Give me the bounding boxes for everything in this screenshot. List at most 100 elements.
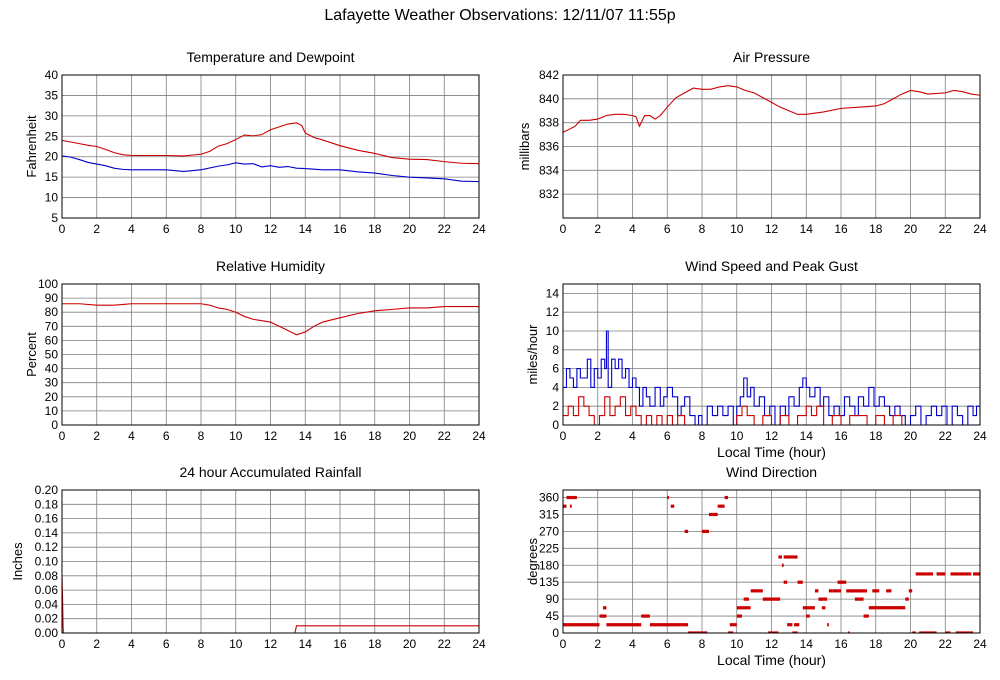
x-tick-label: 12 [264,637,278,651]
x-tick-label: 10 [730,637,744,651]
x-tick-label: 0 [59,429,66,443]
y-tick-label: 0.10 [35,555,59,569]
y-tick-label: 135 [539,575,559,589]
y-tick-label: 30 [45,376,59,390]
y-tick-label: 0 [51,418,58,432]
x-tick-label: 12 [765,222,779,236]
plot-frame [562,489,981,634]
x-tick-label: 16 [333,222,347,236]
y-tick-label: 836 [539,140,559,154]
y-axis-label: Fahrenheit [24,115,39,178]
x-tick-label: 18 [869,429,883,443]
x-tick-label: 20 [403,429,417,443]
x-tick-label: 14 [800,637,814,651]
plot-frame [61,283,480,426]
series-group [563,495,980,633]
y-tick-label: 0 [552,626,559,640]
x-tick-label: 0 [560,429,567,443]
y-tick-label: 25 [45,129,59,143]
x-tick-label: 6 [664,637,671,651]
y-tick-label: 10 [546,324,560,338]
x-tick-label: 2 [93,637,100,651]
y-tick-label: 20 [45,390,59,404]
y-tick-label: 30 [45,109,59,123]
x-tick-label: 12 [765,429,779,443]
x-tick-label: 4 [128,637,135,651]
x-tick-label: 10 [730,222,744,236]
x-tick-label: 8 [699,222,706,236]
x-tick-label: 0 [560,222,567,236]
x-tick-label: 8 [699,637,706,651]
x-tick-label: 24 [973,222,987,236]
y-tick-label: 60 [45,333,59,347]
x-tick-label: 10 [730,429,744,443]
chart-title: Wind Direction [726,464,817,480]
x-tick-label: 22 [438,637,452,651]
x-tick-label: 24 [973,637,987,651]
x-tick-label: 8 [198,429,205,443]
y-tick-label: 45 [546,609,560,623]
series-group [563,330,980,425]
y-axis-label: Percent [24,332,39,377]
y-tick-label: 315 [539,507,559,521]
y-tick-label: 0.20 [35,483,59,497]
y-tick-label: 0.00 [35,626,59,640]
chart-title: 24 hour Accumulated Rainfall [179,464,361,480]
plot-frame [61,74,480,219]
y-tick-label: 100 [38,277,58,291]
series-group [563,85,980,133]
y-tick-label: 0.08 [35,569,59,583]
y-axis-label: Inches [10,542,25,581]
x-tick-label: 8 [699,429,706,443]
x-axis-label: Local Time (hour) [717,652,826,668]
x-tick-label: 16 [333,637,347,651]
y-tick-label: 8 [552,343,559,357]
y-tick-label: 0.02 [35,612,59,626]
x-tick-label: 6 [163,429,170,443]
x-tick-label: 8 [198,637,205,651]
y-tick-label: 14 [546,286,560,300]
y-tick-label: 35 [45,88,59,102]
y-tick-label: 0.14 [35,526,59,540]
y-tick-label: 10 [45,404,59,418]
x-tick-label: 24 [973,429,987,443]
x-tick-label: 16 [834,637,848,651]
x-tick-label: 2 [93,222,100,236]
y-tick-label: 15 [45,170,59,184]
y-tick-label: 90 [45,291,59,305]
y-tick-label: 838 [539,116,559,130]
x-tick-label: 4 [629,637,636,651]
x-tick-label: 2 [93,429,100,443]
y-tick-label: 40 [45,68,59,82]
y-tick-label: 4 [552,380,559,394]
y-tick-label: 0.16 [35,512,59,526]
x-tick-label: 20 [904,637,918,651]
x-tick-label: 10 [229,222,243,236]
x-tick-label: 18 [368,429,382,443]
x-tick-label: 24 [472,429,486,443]
plot-frame [562,74,981,219]
series-line-0 [563,85,980,133]
x-tick-label: 12 [264,222,278,236]
y-tick-label: 0.04 [35,597,59,611]
y-tick-label: 0 [552,418,559,432]
x-tick-label: 2 [594,222,601,236]
x-tick-label: 20 [904,222,918,236]
x-tick-label: 24 [472,637,486,651]
x-tick-label: 16 [333,429,347,443]
x-tick-label: 0 [59,637,66,651]
x-tick-label: 12 [264,429,278,443]
page-title: Lafayette Weather Observations: 12/11/07… [324,7,676,24]
y-tick-label: 270 [539,524,559,538]
x-tick-label: 4 [629,429,636,443]
series-line-1 [62,155,479,183]
x-tick-label: 12 [765,637,779,651]
y-tick-label: 12 [546,305,560,319]
y-tick-label: 842 [539,68,559,82]
x-tick-label: 22 [939,637,953,651]
x-tick-label: 20 [403,637,417,651]
